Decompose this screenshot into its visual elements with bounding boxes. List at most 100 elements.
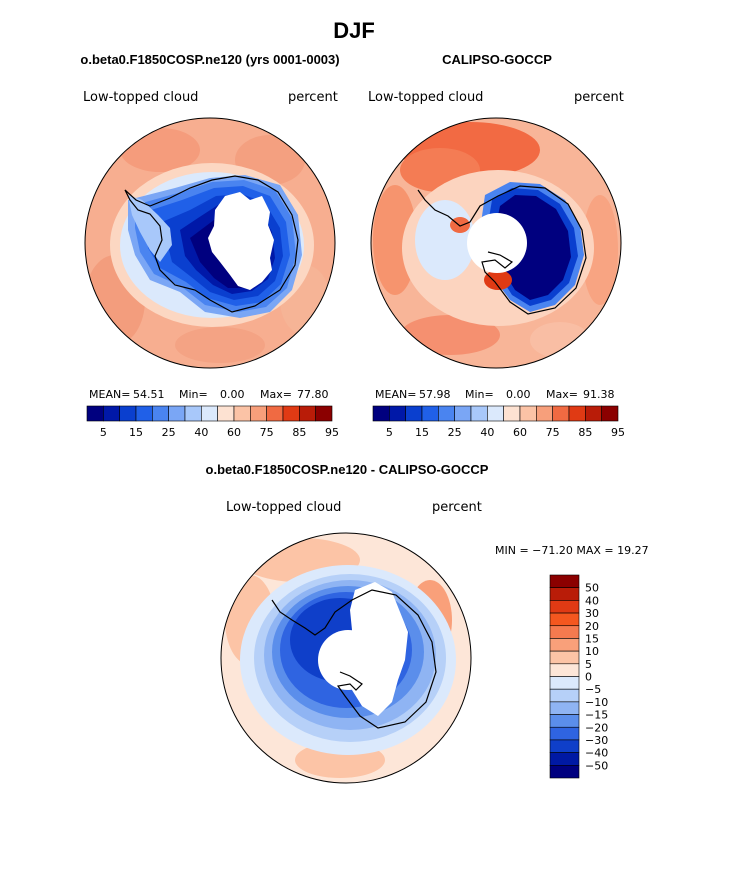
panel-model-colorbar-box-10 [250,405,267,422]
panel-obs-variable-label: Low-topped cloud [368,90,483,105]
panel-model-colorbar-box-1 [103,405,120,422]
panel-model-colorbar-tick-2: 25 [162,426,176,439]
panel-model-colorbar-box-5 [168,405,186,422]
panel-diff-colorbar-box-8 [549,676,580,690]
panel-diff-colorbar-box-11 [549,714,580,728]
panel-obs-colorbar-box-7 [487,405,504,422]
panel-diff-map [221,533,471,783]
panel-obs-colorbar-tick-6: 85 [578,426,592,439]
panel-diff-colorbar-tick-2: 30 [585,607,599,620]
panel-obs-colorbar-box-11 [552,405,570,422]
panel-diff-colorbar-box-12 [549,726,580,741]
panel-diff-colorbar-box-0 [549,574,580,588]
panel-obs-colorbar-tick-1: 15 [415,426,429,439]
panel-diff-colorbar-tick-0: 50 [585,582,599,595]
panel-model-units-label: percent [288,90,338,105]
panel-diff-colorbar-tick-9: −10 [585,696,608,709]
panel-obs-colorbar-box-3 [421,405,439,422]
panel-obs-colorbar-box-2 [405,405,423,422]
panel-obs-colorbar-tick-0: 5 [386,426,393,439]
panel-model-variable-label: Low-topped cloud [83,90,198,105]
panel-obs-colorbar-box-0 [372,405,390,422]
panel-obs-max-label: Max= [546,388,578,401]
panel-obs-min-label: Min= [465,388,494,401]
panel-obs-colorbar-tick-3: 40 [480,426,494,439]
panel-diff-colorbar-tick-5: 10 [585,645,599,658]
panel-obs-title: CALIPSO-GOCCP [442,52,552,67]
panel-model-min-label: Min= [179,388,208,401]
panel-model-title: o.beta0.F1850COSP.ne120 (yrs 0001-0003) [80,52,339,67]
panel-model-colorbar-box-14 [315,405,333,422]
panel-model-colorbar-tick-5: 75 [260,426,274,439]
panel-diff-title: o.beta0.F1850COSP.ne120 - CALIPSO-GOCCP [206,462,489,477]
panel-diff-colorbar-tick-1: 40 [585,594,599,607]
panel-model-colorbar-box-3 [135,405,153,422]
panel-model-colorbar-box-4 [152,405,169,422]
panel-diff-colorbar-box-3 [549,612,580,627]
panel-model-colorbar-box-2 [119,405,137,422]
panel-diff-colorbar-box-13 [549,739,580,753]
panel-model-colorbar-tick-3: 40 [194,426,208,439]
panel-model-colorbar-tick-7: 95 [325,426,339,439]
panel-diff-colorbar-box-14 [549,752,580,766]
panel-obs-colorbar-box-1 [389,405,406,422]
panel-diff-colorbar-box-2 [549,600,580,614]
panel-model-max-value: 77.80 [297,388,329,401]
panel-model-mean-value: 54.51 [133,388,165,401]
panel-obs-colorbar-box-10 [536,405,553,422]
panel-obs-max-value: 91.38 [583,388,615,401]
panel-model-colorbar-box-8 [217,405,235,422]
panel-obs-min-value: 0.00 [506,388,531,401]
panel-diff-variable-label: Low-topped cloud [226,500,341,515]
panel-model-colorbar-box-11 [266,405,284,422]
panel-diff-minmax: MIN = −71.20 MAX = 19.27 [495,544,649,557]
panel-diff-colorbar-box-4 [549,625,580,639]
panel-obs-colorbar-tick-4: 60 [513,426,527,439]
panel-diff-colorbar-tick-11: −20 [585,721,608,734]
panel-model-colorbar-box-9 [233,405,251,422]
panel-model-colorbar-tick-0: 5 [100,426,107,439]
panel-obs-colorbar: 5 15 25 40 60 75 85 95 [372,405,625,439]
panel-model-colorbar-tick-4: 60 [227,426,241,439]
panel-diff: o.beta0.F1850COSP.ne120 - CALIPSO-GOCCP … [206,462,649,784]
panel-obs-mean-value: 57.98 [419,388,451,401]
panel-model-map [85,118,335,368]
panel-model-mean-label: MEAN= [89,388,130,401]
panel-obs-colorbar-tick-5: 75 [546,426,560,439]
panel-diff-colorbar-tick-4: 15 [585,632,599,645]
panel-model-colorbar-box-0 [86,405,104,422]
panel-diff-colorbar-tick-14: −50 [585,759,608,772]
panel-model-colorbar: 5 15 25 40 60 75 85 95 [86,405,339,439]
panel-obs-colorbar-tick-7: 95 [611,426,625,439]
panel-obs-colorbar-box-9 [519,405,537,422]
panel-diff-colorbar-tick-6: 5 [585,658,592,671]
panel-obs-mean-label: MEAN= [375,388,416,401]
panel-model-colorbar-tick-1: 15 [129,426,143,439]
panel-diff-colorbar-box-7 [549,663,580,677]
panel-diff-colorbar-box-1 [549,587,580,601]
panel-diff-units-label: percent [432,500,482,515]
panel-obs-colorbar-box-6 [470,405,488,422]
panel-model-max-label: Max= [260,388,292,401]
panel-obs-units-label: percent [574,90,624,105]
panel-diff-colorbar-tick-13: −40 [585,747,608,760]
panel-obs-colorbar-box-5 [454,405,472,422]
panel-obs: CALIPSO-GOCCP Low-topped cloud percent [368,52,625,439]
panel-diff-colorbar-box-10 [549,701,580,715]
panel-obs-map [371,118,621,368]
panel-diff-colorbar-tick-10: −15 [585,709,608,722]
panel-diff-colorbar-tick-8: −5 [585,683,601,696]
panel-model-min-value: 0.00 [220,388,245,401]
panel-model-colorbar-box-7 [201,405,218,422]
panel-obs-colorbar-box-8 [503,405,521,422]
panel-model: o.beta0.F1850COSP.ne120 (yrs 0001-0003) … [80,52,339,439]
panel-obs-colorbar-box-4 [438,405,455,422]
panel-diff-colorbar-tick-12: −30 [585,734,608,747]
figure-title: DJF [333,18,375,43]
panel-model-colorbar-tick-6: 85 [292,426,306,439]
panel-diff-colorbar-tick-7: 0 [585,671,592,684]
panel-diff-colorbar-box-6 [549,650,580,665]
panel-diff-colorbar-box-15 [549,765,580,779]
